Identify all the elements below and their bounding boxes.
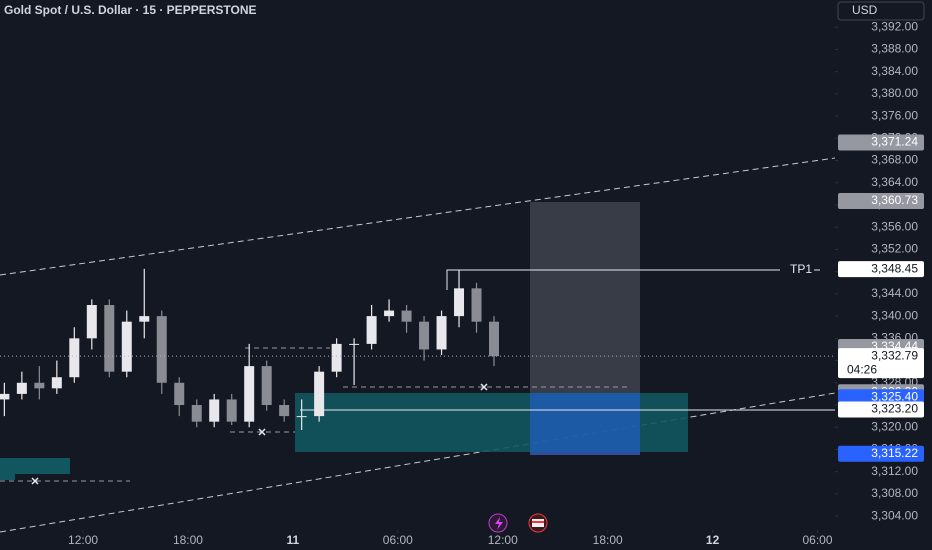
price-tag-label: 3,325.40 bbox=[871, 389, 918, 403]
candle-body bbox=[489, 321, 500, 357]
price-tag bbox=[838, 348, 924, 379]
candle-body bbox=[104, 305, 115, 372]
price-tag-label: 3,348.45 bbox=[871, 261, 918, 275]
currency-label[interactable]: USD bbox=[852, 3, 878, 17]
old-zone bbox=[0, 474, 15, 480]
x-tick-label: 18:00 bbox=[593, 533, 623, 547]
candle-body bbox=[34, 382, 45, 389]
price-tag-label: 3,315.22 bbox=[871, 446, 918, 460]
price-tag bbox=[838, 192, 924, 209]
y-tick-label: 3,304.00 bbox=[871, 508, 918, 522]
candle-body bbox=[121, 321, 132, 372]
price-tag bbox=[838, 401, 924, 418]
y-tick-label: 3,312.00 bbox=[871, 464, 918, 478]
y-tick-label: 3,368.00 bbox=[871, 153, 918, 167]
channel-upper bbox=[0, 157, 836, 276]
price-tag bbox=[838, 445, 924, 462]
candle-body bbox=[244, 366, 255, 422]
price-tag bbox=[838, 389, 924, 406]
candle-body bbox=[366, 316, 377, 344]
y-tick-label: 3,376.00 bbox=[871, 108, 918, 122]
x-tick-label: 12:00 bbox=[68, 533, 98, 547]
candle-body bbox=[16, 382, 27, 394]
y-tick-label: 3,352.00 bbox=[871, 242, 918, 256]
price-tag-label: 3,332.79 bbox=[871, 348, 918, 362]
x-marker bbox=[31, 383, 488, 485]
y-tick-label: 3,392.00 bbox=[871, 19, 918, 33]
candle-body bbox=[331, 343, 342, 372]
target-zone bbox=[530, 393, 640, 455]
price-tag bbox=[838, 134, 924, 151]
candle-body bbox=[471, 288, 482, 322]
countdown: 04:26 bbox=[847, 362, 877, 376]
demand-zone bbox=[295, 393, 688, 452]
candles bbox=[0, 268, 500, 430]
y-tick-label: 3,364.00 bbox=[871, 175, 918, 189]
candle-body bbox=[51, 377, 62, 389]
candle-body bbox=[261, 366, 272, 405]
candle-body bbox=[349, 343, 360, 345]
y-tick-label: 3,344.00 bbox=[871, 286, 918, 300]
y-tick-label: 3,388.00 bbox=[871, 42, 918, 56]
candle-body bbox=[69, 338, 80, 378]
candle-body bbox=[174, 382, 185, 405]
candle-body bbox=[384, 310, 395, 317]
candle-body bbox=[314, 371, 325, 417]
x-tick-label: 18:00 bbox=[173, 533, 203, 547]
lightning bbox=[495, 517, 503, 530]
candle-body bbox=[419, 321, 430, 350]
x-tick-label: 06:00 bbox=[383, 533, 413, 547]
event-icons bbox=[488, 513, 548, 533]
currency-button[interactable] bbox=[837, 1, 925, 21]
drawings: TP1 bbox=[0, 157, 836, 533]
symbol-title: Gold Spot / U.S. Dollar · 15 · PEPPERSTO… bbox=[4, 3, 257, 17]
old-zone bbox=[0, 458, 70, 474]
y-tick-label: 3,356.00 bbox=[871, 219, 918, 233]
candle-body bbox=[0, 393, 10, 400]
price-tag-label: 3,323.20 bbox=[871, 402, 918, 416]
x-tick-label: 12:00 bbox=[488, 533, 518, 547]
candle-body bbox=[209, 399, 220, 422]
y-tick-label: 3,320.00 bbox=[871, 419, 918, 433]
candle-body bbox=[191, 405, 202, 422]
axes: 3,392.00 3,388.00 3,384.00 3,380.00 3,376.00… bbox=[0, 19, 924, 547]
price-tag bbox=[838, 261, 924, 278]
candle-body bbox=[86, 305, 97, 339]
y-tick-label: 3,308.00 bbox=[871, 486, 918, 500]
candle-body bbox=[296, 416, 307, 418]
candle-body bbox=[279, 405, 290, 417]
candle-body bbox=[401, 310, 412, 322]
price-tag-label: 3,371.24 bbox=[871, 135, 918, 149]
price-tag-label: 3,360.73 bbox=[871, 193, 918, 207]
x-tick-label: 11 bbox=[287, 533, 300, 547]
channel-lower bbox=[0, 392, 836, 533]
candle-body bbox=[454, 288, 465, 317]
flag-stripe bbox=[532, 521, 544, 523]
y-tick-label: 3,384.00 bbox=[871, 64, 918, 78]
x-tick-label: 06:00 bbox=[802, 533, 832, 547]
tp1-line bbox=[446, 269, 780, 290]
candle-body bbox=[436, 316, 447, 350]
y-tick-label: 3,340.00 bbox=[871, 308, 918, 322]
tp1-label: TP1 bbox=[790, 262, 812, 276]
candle-body bbox=[156, 316, 167, 383]
x-tick-label: 12 bbox=[706, 533, 720, 547]
candle-body bbox=[139, 316, 150, 322]
y-tick-label: 3,380.00 bbox=[871, 86, 918, 100]
candle-body bbox=[226, 399, 237, 422]
